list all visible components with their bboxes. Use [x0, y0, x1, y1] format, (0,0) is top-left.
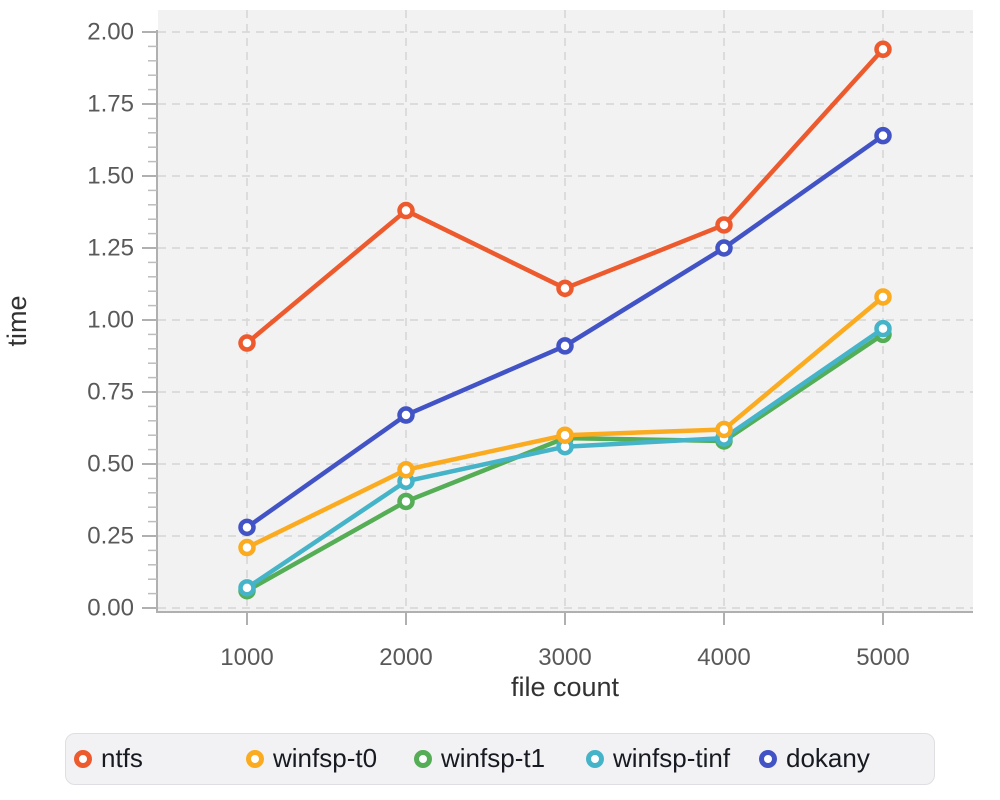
legend-item-ntfs: ntfs	[74, 745, 143, 773]
legend-item-winfsp-t1: winfsp-t1	[414, 745, 545, 773]
legend-marker-winfsp-t1-icon	[414, 750, 432, 768]
x-tick-label: 1000	[220, 644, 273, 671]
data-point-winfsp-t0	[715, 420, 733, 439]
data-point-winfsp-t0	[556, 426, 574, 444]
y-tick-label: 0.75	[87, 379, 134, 406]
x-tick-label: 3000	[538, 644, 591, 671]
x-tick-label: 4000	[697, 644, 750, 671]
data-point-ntfs	[556, 279, 574, 298]
legend-label-dokany: dokany	[786, 743, 870, 773]
y-tick-label: 0.00	[87, 595, 134, 622]
data-point-ntfs	[715, 216, 733, 234]
legend-label-winfsp-t0: winfsp-t0	[273, 743, 378, 773]
y-tick-label: 0.25	[87, 523, 134, 550]
data-point-dokany	[397, 406, 415, 424]
data-point-winfsp-t0	[397, 461, 415, 479]
y-tick-label: 0.50	[87, 451, 134, 478]
legend-item-winfsp-tinf: winfsp-tinf	[586, 745, 730, 773]
data-point-winfsp-t1	[397, 492, 415, 511]
legend-item-dokany: dokany	[759, 745, 870, 773]
x-tick-label: 5000	[856, 644, 909, 671]
legend-label-ntfs: ntfs	[101, 743, 143, 773]
y-tick-label: 1.00	[87, 307, 134, 334]
x-axis-title: file count	[511, 672, 620, 702]
data-point-ntfs	[238, 334, 256, 352]
y-axis-title: time	[2, 295, 32, 346]
legend-marker-winfsp-t0-icon	[246, 750, 264, 768]
legend-marker-winfsp-tinf-icon	[586, 750, 604, 768]
legend-label-winfsp-tinf: winfsp-tinf	[613, 743, 731, 773]
legend: ntfs winfsp-t0 winfsp-t1 winfsp-tinf dok…	[65, 733, 935, 785]
data-point-dokany	[556, 337, 574, 355]
y-tick-label: 1.50	[87, 163, 134, 190]
y-tick-label: 2.00	[87, 19, 134, 46]
data-point-dokany	[238, 518, 256, 537]
data-point-dokany	[715, 239, 733, 257]
legend-label-winfsp-t1: winfsp-t1	[441, 743, 546, 773]
legend-marker-ntfs-icon	[74, 750, 92, 768]
data-point-dokany	[874, 126, 892, 145]
y-tick-label: 1.25	[87, 235, 134, 262]
y-tick-label: 1.75	[87, 91, 134, 118]
data-point-ntfs	[397, 201, 415, 220]
line-chart: 0.00 0.25 0.50 0.75 1.00 1.25 1.50 1.75 2.00 1000…	[2, 10, 973, 702]
x-tick-label: 2000	[379, 644, 432, 671]
legend-marker-dokany-icon	[759, 750, 777, 768]
data-point-winfsp-tinf	[238, 579, 256, 597]
data-point-winfsp-tinf	[874, 319, 892, 338]
data-point-winfsp-t0	[874, 288, 892, 306]
data-point-ntfs	[874, 40, 892, 59]
legend-item-winfsp-t0: winfsp-t0	[246, 745, 377, 773]
data-point-winfsp-t0	[238, 538, 256, 557]
